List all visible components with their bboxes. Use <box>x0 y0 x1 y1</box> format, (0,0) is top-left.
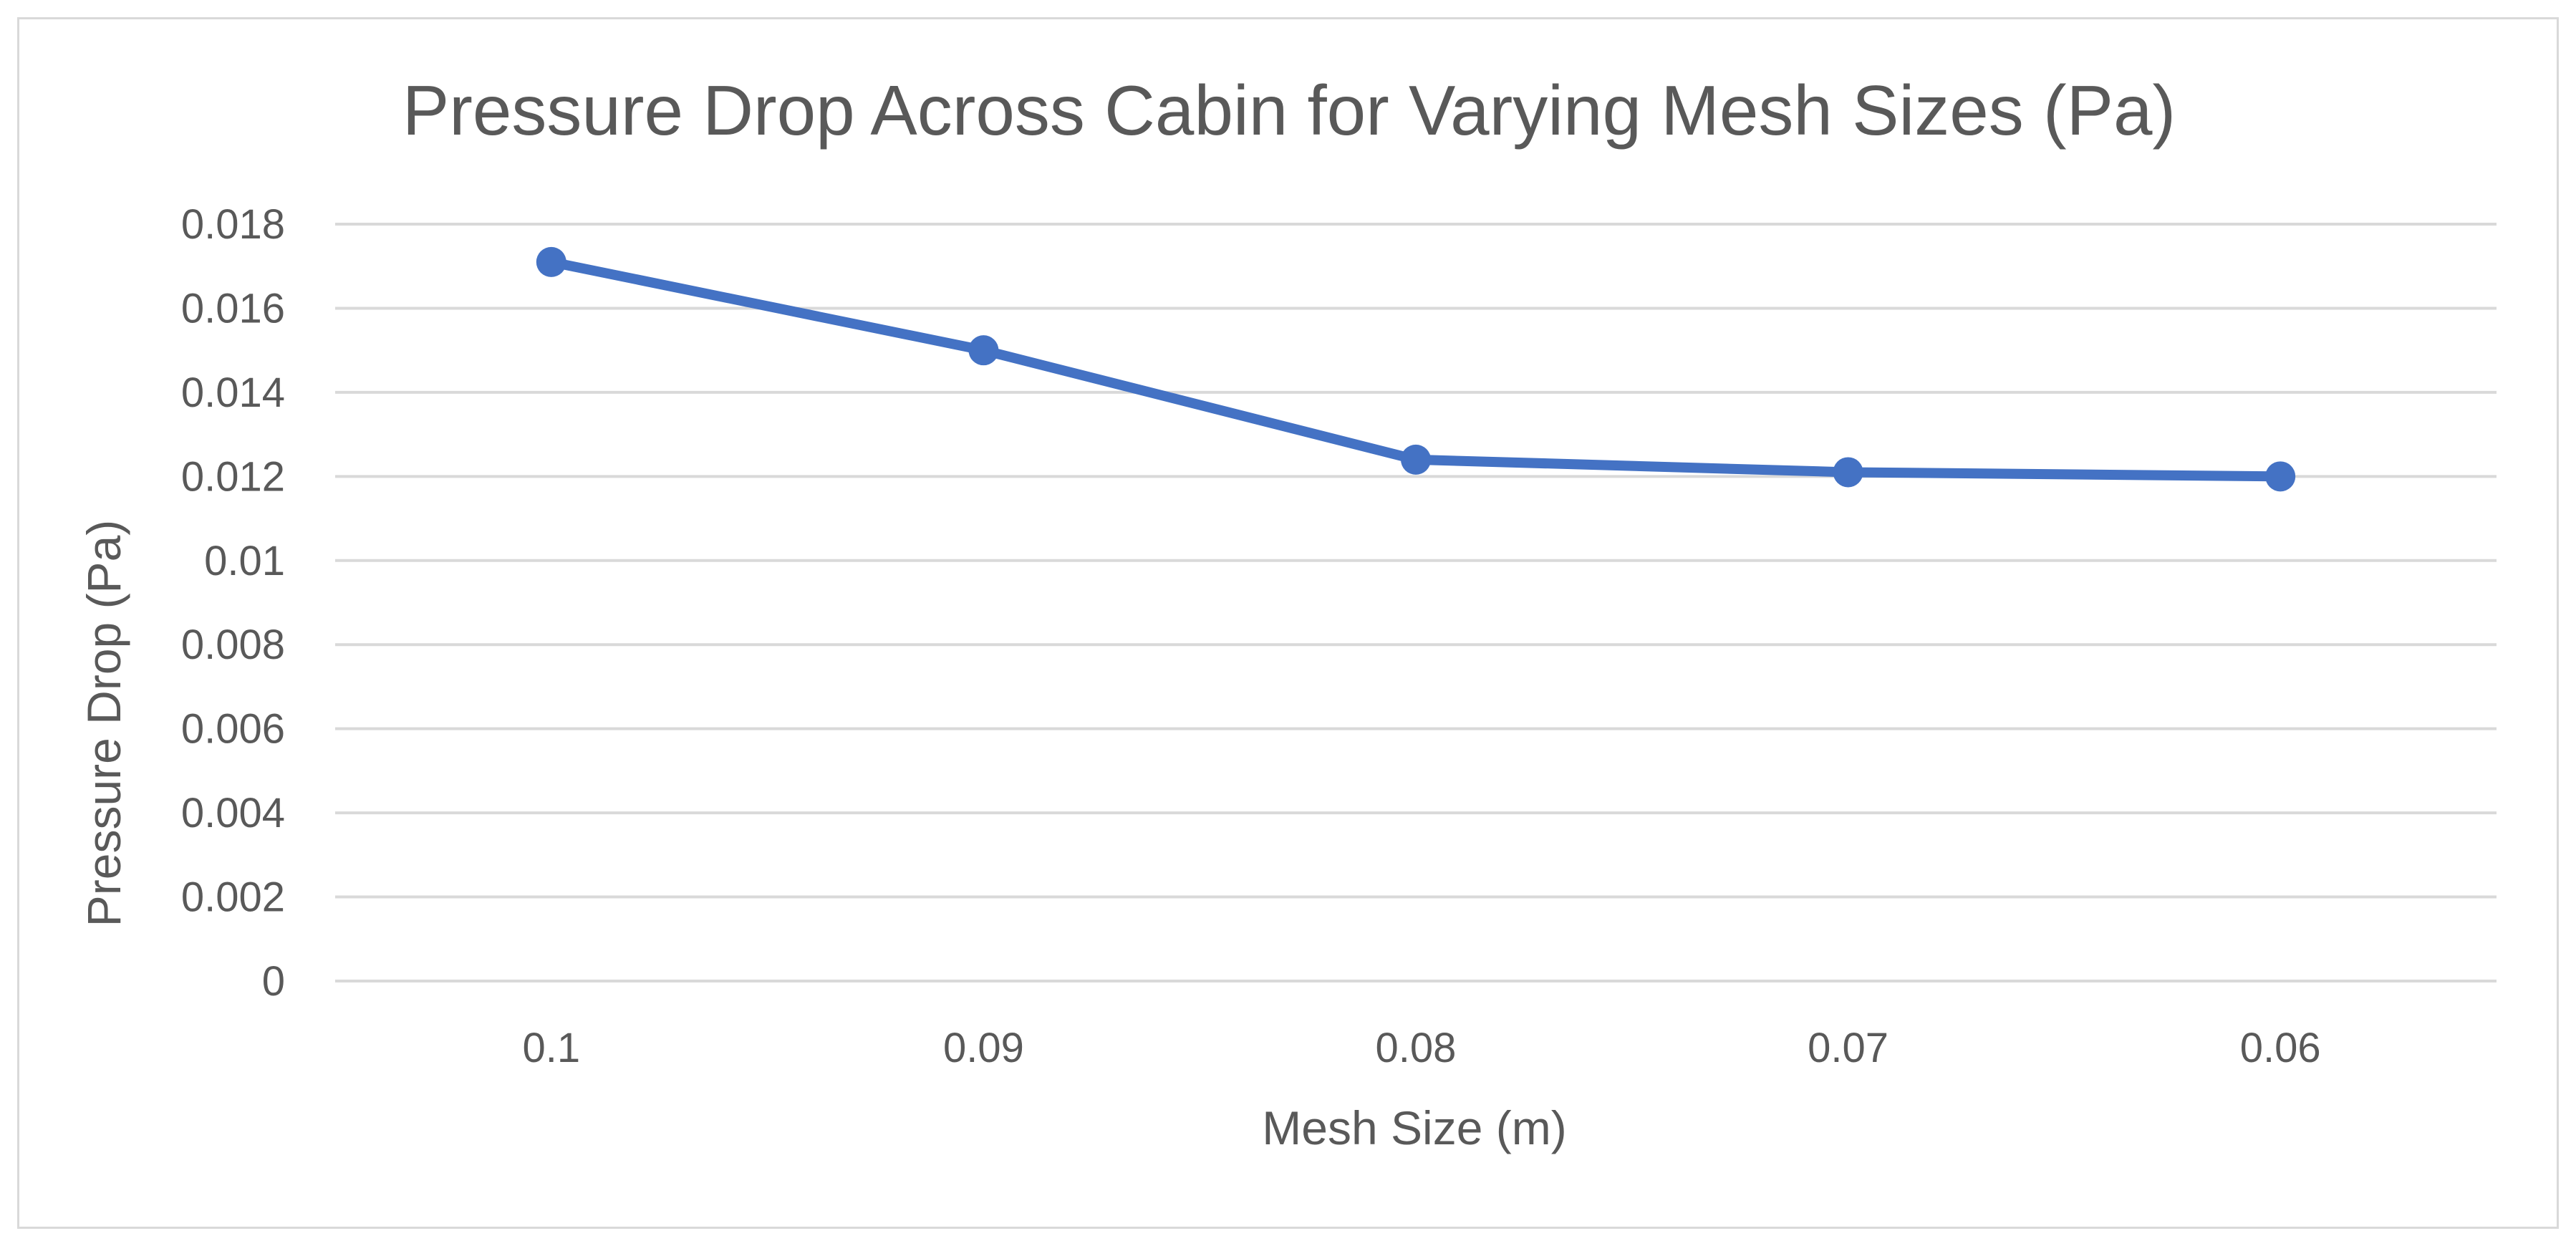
y-tick-label: 0.006 <box>181 706 285 753</box>
data-point <box>1833 457 1863 488</box>
y-tick-label: 0.012 <box>181 453 285 500</box>
y-tick-label: 0.008 <box>181 622 285 668</box>
x-tick-label: 0.09 <box>943 1025 1024 1071</box>
data-point <box>1401 444 1431 475</box>
x-tick-label: 0.1 <box>522 1025 580 1071</box>
gridlines <box>335 223 2497 982</box>
x-axis-title: Mesh Size (m) <box>1262 1101 1566 1154</box>
data-point <box>968 335 999 366</box>
x-tick-label: 0.08 <box>1376 1025 1457 1071</box>
y-tick-label: 0.004 <box>181 790 285 836</box>
data-point <box>2265 461 2296 492</box>
y-tick-label: 0.018 <box>181 201 285 248</box>
y-axis-ticks: 0 0.002 0.004 0.006 0.008 0.01 0.012 0.014 0.016… <box>181 201 285 1005</box>
y-tick-label: 0.01 <box>204 538 285 584</box>
x-tick-label: 0.06 <box>2240 1025 2321 1071</box>
y-tick-label: 0.014 <box>181 370 285 416</box>
y-axis-title: Pressure Drop (Pa) <box>77 520 130 927</box>
x-tick-label: 0.07 <box>1808 1025 1888 1071</box>
chart-frame <box>17 17 2559 1229</box>
y-tick-label: 0.002 <box>181 874 285 921</box>
y-tick-label: 0.016 <box>181 285 285 332</box>
x-axis-ticks: 0.1 0.09 0.08 0.07 0.06 <box>522 1025 2320 1071</box>
series-line <box>546 256 2286 482</box>
series-points <box>536 246 2296 492</box>
chart-title: Pressure Drop Across Cabin for Varying M… <box>402 71 2176 150</box>
data-point <box>536 246 566 277</box>
y-tick-label: 0 <box>262 958 285 1005</box>
